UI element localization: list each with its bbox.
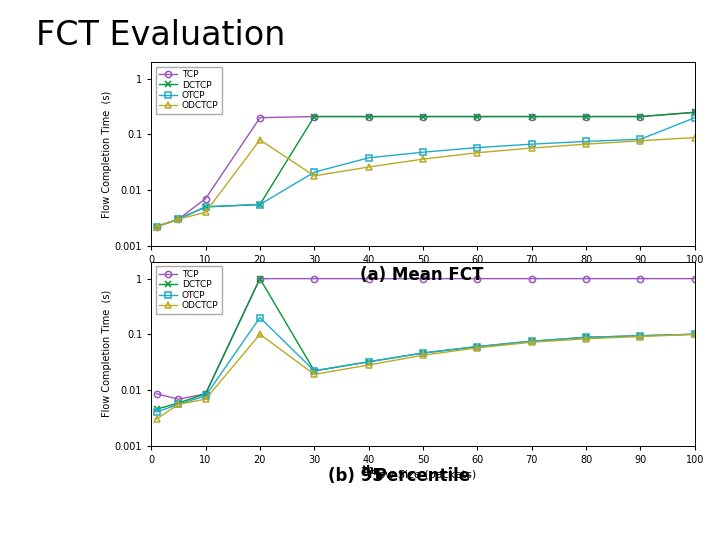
Text: 10: 10 xyxy=(675,509,691,522)
Y-axis label: Flow Completion Time  (s): Flow Completion Time (s) xyxy=(102,90,112,218)
Legend: TCP, DCTCP, OTCP, ODCTCP: TCP, DCTCP, OTCP, ODCTCP xyxy=(156,266,222,314)
X-axis label: Flow Size (packets): Flow Size (packets) xyxy=(369,271,477,280)
Text: th: th xyxy=(362,465,375,475)
Text: N: N xyxy=(37,500,64,531)
Text: (b) 95: (b) 95 xyxy=(328,467,383,485)
Text: IEEE/IFIP NOMS - 26/04/2016: IEEE/IFIP NOMS - 26/04/2016 xyxy=(276,509,444,522)
X-axis label: Flow Size (packets): Flow Size (packets) xyxy=(369,470,477,480)
Text: (a) Mean FCT: (a) Mean FCT xyxy=(359,266,483,284)
Y-axis label: Flow Completion Time  (s): Flow Completion Time (s) xyxy=(102,290,112,417)
Legend: TCP, DCTCP, OTCP, ODCTCP: TCP, DCTCP, OTCP, ODCTCP xyxy=(156,66,222,114)
Text: FCT Evaluation: FCT Evaluation xyxy=(36,19,285,52)
Text: Percentile: Percentile xyxy=(369,467,469,485)
